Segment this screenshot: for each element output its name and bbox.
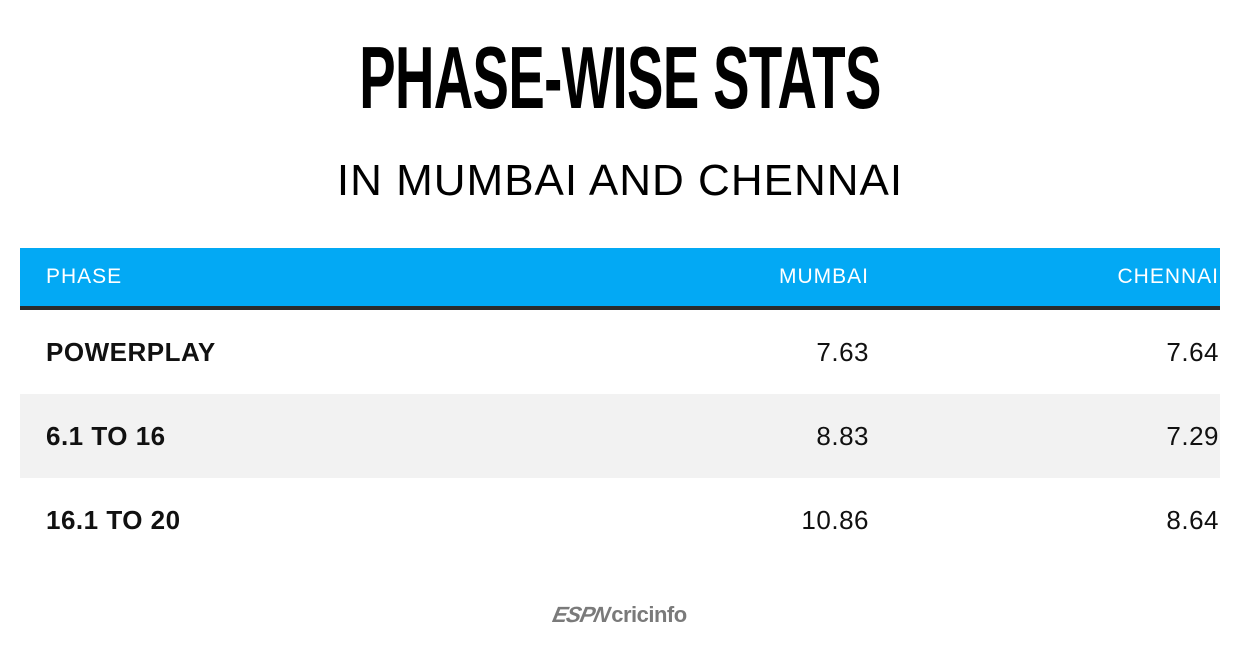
cell-mumbai: 8.83 [816, 420, 869, 451]
cell-phase: 6.1 TO 16 [46, 420, 166, 451]
cell-phase: 16.1 TO 20 [46, 504, 181, 535]
cell-mumbai: 10.86 [801, 504, 869, 535]
cell-chennai: 8.64 [1166, 504, 1219, 535]
column-header-phase: PHASE [46, 265, 123, 288]
column-header-mumbai: MUMBAI [779, 265, 869, 288]
espn-wordmark: ESPN [550, 602, 612, 627]
page-subtitle: IN MUMBAI AND CHENNAI [336, 156, 904, 205]
table-header: PHASE MUMBAI CHENNAI [20, 248, 1220, 310]
table-row: 6.1 TO 16 8.83 7.29 [20, 394, 1220, 478]
column-header-chennai: CHENNAI [1117, 265, 1219, 288]
cell-chennai: 7.64 [1166, 336, 1219, 367]
cell-chennai: 7.29 [1166, 420, 1219, 451]
page-title: PHASE-WISE STATS [359, 28, 881, 127]
espncricinfo-logo: ESPNcricinfo [0, 602, 1240, 628]
cell-phase: POWERPLAY [46, 336, 216, 367]
stats-table: PHASE MUMBAI CHENNAI POWERPLAY 7.63 7.64… [20, 248, 1220, 562]
table-row: POWERPLAY 7.63 7.64 [20, 310, 1220, 394]
cricinfo-wordmark: cricinfo [611, 602, 687, 627]
cell-mumbai: 7.63 [816, 336, 869, 367]
table-row: 16.1 TO 20 10.86 8.64 [20, 478, 1220, 562]
